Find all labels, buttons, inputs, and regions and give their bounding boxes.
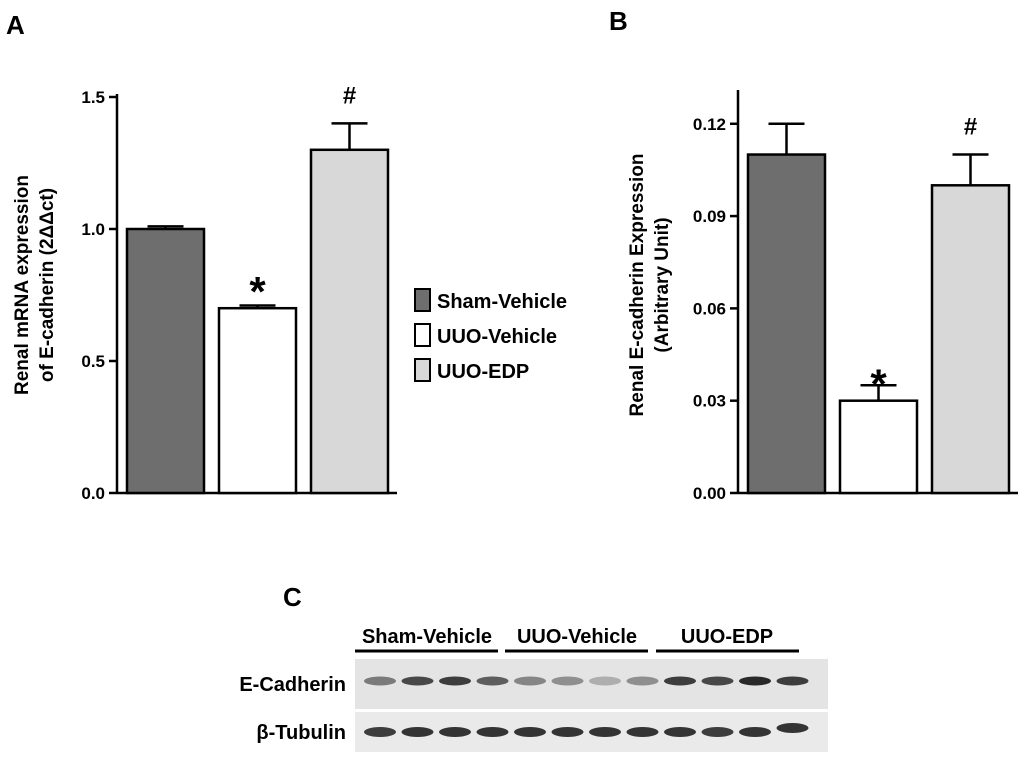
blot-band bbox=[664, 727, 696, 737]
chart-a-bar-uuo-vehicle bbox=[217, 306, 298, 495]
chart-b-ytick-label: 0.00 bbox=[693, 484, 726, 503]
panel-letter-b: B bbox=[609, 6, 628, 36]
chart-a-ytick-label: 0.5 bbox=[81, 352, 105, 371]
chart-a-significance-mark: # bbox=[343, 82, 356, 109]
chart-a-bar-sham-vehicle bbox=[125, 227, 206, 495]
blot-band bbox=[401, 727, 434, 737]
blot-band bbox=[739, 676, 771, 686]
chart-a-significance-mark: * bbox=[249, 268, 266, 315]
blot-group-label: Sham-Vehicle bbox=[362, 626, 492, 648]
chart-b-ytick-label: 0.03 bbox=[693, 392, 726, 411]
blot-row-label: β-Tubulin bbox=[256, 722, 346, 744]
chart-b-bar-sham-vehicle bbox=[746, 153, 827, 495]
panel-letter-c: C bbox=[283, 582, 302, 612]
chart-a-ytick-label: 0.0 bbox=[81, 484, 105, 503]
blot-band bbox=[776, 723, 809, 733]
legend: Sham-Vehicle UUO-Vehicle UUO-EDP bbox=[414, 288, 567, 383]
blot-band bbox=[626, 676, 659, 686]
blot-band bbox=[364, 676, 396, 686]
chart-a: Renal mRNA expression of E-cadherin (2ΔΔ… bbox=[12, 82, 397, 503]
chart-b-ylabel-line1: Renal E-cadherin Expression bbox=[627, 154, 648, 417]
chart-a-ytick-label: 1.0 bbox=[81, 220, 105, 239]
blot-band bbox=[589, 676, 621, 686]
blot-band bbox=[739, 727, 771, 737]
blot-band bbox=[701, 727, 734, 737]
legend-swatch bbox=[414, 288, 431, 312]
blot-band bbox=[701, 676, 734, 686]
chart-b-bar-uuo-edp bbox=[930, 184, 1011, 495]
chart-a-ytick-label: 1.5 bbox=[81, 88, 105, 107]
blot-band bbox=[476, 676, 509, 686]
chart-b-bar-uuo-vehicle bbox=[838, 399, 919, 495]
chart-a-ylabel-line2: of E-cadherin (2ΔΔct) bbox=[37, 188, 58, 382]
chart-a-ylabel-line1: Renal mRNA expression bbox=[12, 175, 33, 395]
chart-b-ylabel-line2: (Arbitrary Unit) bbox=[652, 217, 673, 352]
chart-b-ytick-label: 0.06 bbox=[693, 299, 726, 318]
blot-band bbox=[551, 676, 584, 686]
chart-b-ytick-label: 0.12 bbox=[693, 115, 726, 134]
legend-label: Sham-Vehicle bbox=[437, 291, 567, 313]
blot-group-label: UUO-Vehicle bbox=[517, 626, 637, 648]
legend-label: UUO-Vehicle bbox=[437, 326, 557, 348]
blot-band bbox=[664, 676, 696, 686]
blot-band bbox=[439, 676, 471, 686]
western-blot: Sham-Vehicle UUO-Vehicle UUO-EDP E-Cadherin… bbox=[239, 626, 828, 752]
blot-band bbox=[476, 727, 509, 737]
blot-band bbox=[514, 676, 546, 686]
blot-band bbox=[551, 727, 584, 737]
blot-band bbox=[776, 676, 809, 686]
blot-band bbox=[626, 727, 659, 737]
blot-band bbox=[439, 727, 471, 737]
chart-b-significance-mark: # bbox=[964, 114, 977, 141]
blot-band bbox=[589, 727, 621, 737]
blot-band bbox=[401, 676, 434, 686]
chart-b-ytick-label: 0.09 bbox=[693, 207, 726, 226]
blot-group-label: UUO-EDP bbox=[681, 626, 773, 648]
blot-band bbox=[514, 727, 546, 737]
legend-swatch bbox=[414, 323, 431, 347]
legend-label: UUO-EDP bbox=[437, 361, 529, 383]
blot-row-label: E-Cadherin bbox=[239, 674, 346, 696]
chart-b: Renal E-cadherin Expression (Arbitrary U… bbox=[627, 90, 1018, 503]
blot-band bbox=[364, 727, 396, 737]
legend-swatch bbox=[414, 358, 431, 382]
chart-b-significance-mark: * bbox=[870, 361, 887, 408]
panel-letter-a: A bbox=[6, 10, 25, 40]
chart-a-bar-uuo-edp bbox=[309, 148, 390, 495]
